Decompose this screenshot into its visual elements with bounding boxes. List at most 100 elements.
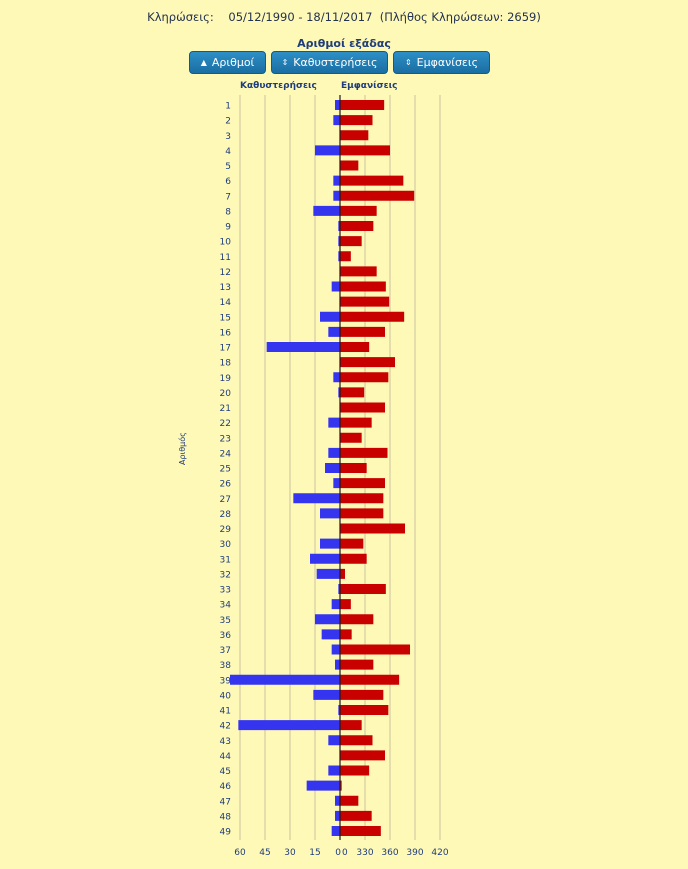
appearance-bar	[340, 780, 342, 791]
delay-bar	[338, 236, 340, 247]
x-tick-label: 390	[406, 848, 423, 858]
x-tick-label: 15	[309, 848, 320, 858]
appearance-bar	[340, 659, 374, 670]
category-label: 38	[220, 661, 232, 671]
category-label: 20	[220, 389, 232, 399]
category-label: 43	[220, 737, 231, 747]
category-label: 13	[220, 283, 231, 293]
appearance-bar	[340, 160, 359, 171]
category-label: 42	[220, 722, 231, 732]
delay-bar	[230, 674, 340, 685]
appearance-bar	[340, 795, 359, 806]
category-label: 29	[220, 525, 232, 535]
x-tick-label: 0	[335, 848, 341, 858]
delay-bar	[315, 614, 340, 625]
delay-bar	[328, 417, 340, 428]
category-label: 24	[220, 449, 232, 459]
appearance-bar	[340, 251, 351, 262]
category-label: 2	[225, 117, 231, 127]
category-label: 10	[220, 238, 232, 248]
category-label: 22	[220, 419, 231, 429]
delay-bar	[320, 311, 340, 322]
x-tick-label: 0	[342, 848, 348, 858]
appearance-bar	[340, 523, 405, 534]
sort-by-delays-button[interactable]: ⇕ Καθυστερήσεις	[271, 51, 388, 74]
appearance-bar	[340, 326, 385, 337]
appearance-bar	[340, 357, 395, 368]
appearance-bar	[340, 190, 415, 201]
appearance-bar	[340, 342, 370, 352]
appearance-bar	[340, 720, 362, 731]
category-label: 11	[220, 253, 231, 263]
category-label: 14	[220, 298, 232, 308]
appearance-bar	[340, 735, 373, 746]
appearances-column-header: Εμφανίσεις	[341, 81, 398, 91]
sort-by-number-label: Αριθμοί	[211, 56, 255, 69]
delay-bar	[266, 342, 340, 352]
draw-period-header: Κληρώσεις: 05/12/1990 - 18/11/2017 (Πλήθ…	[0, 10, 688, 24]
delays-column-header: Καθυστερήσεις	[240, 81, 317, 91]
delay-bar	[238, 720, 340, 731]
delay-bar	[315, 145, 340, 156]
delay-bar	[338, 584, 340, 594]
category-label: 15	[220, 313, 231, 323]
sort-by-appearances-label: Εμφανίσεις	[416, 56, 479, 69]
appearance-bar	[340, 463, 367, 473]
sort-arrows-icon: ⇕	[281, 58, 289, 67]
delay-bar	[333, 190, 340, 201]
appearance-bar	[340, 478, 385, 489]
sort-by-appearances-button[interactable]: ⇕ Εμφανίσεις	[393, 51, 490, 74]
category-label: 16	[220, 328, 232, 338]
draw-period-range: 05/12/1990 - 18/11/2017	[228, 10, 373, 24]
category-label: 39	[220, 676, 232, 686]
category-label: 6	[225, 177, 231, 187]
category-label: 37	[220, 646, 231, 656]
appearance-bar	[340, 281, 386, 292]
delay-bar	[335, 100, 340, 110]
category-label: 4	[225, 147, 231, 157]
category-label: 32	[220, 570, 231, 580]
delay-bar	[328, 735, 340, 746]
appearance-bar	[340, 493, 384, 504]
appearance-bar	[340, 205, 377, 216]
appearance-bar	[340, 130, 369, 141]
appearance-bar	[340, 266, 377, 277]
delay-bar	[321, 629, 340, 640]
category-label: 5	[225, 162, 231, 172]
appearance-bar	[340, 629, 352, 640]
delay-bar	[328, 447, 340, 458]
up-arrow-icon: ▲	[200, 58, 207, 67]
delay-bar	[335, 795, 340, 806]
sort-by-number-button[interactable]: ▲ Αριθμοί	[189, 51, 266, 74]
delay-bar	[333, 115, 340, 126]
category-label: 26	[220, 480, 232, 490]
x-tick-label: 60	[234, 848, 246, 858]
x-tick-label: 330	[356, 848, 373, 858]
delay-bar	[328, 765, 340, 776]
category-label: 21	[220, 404, 231, 414]
category-label: 34	[220, 601, 232, 611]
sort-arrows-icon: ⇕	[404, 58, 412, 67]
delay-bar	[331, 281, 340, 292]
appearance-bar	[340, 508, 384, 519]
delay-bar	[313, 205, 340, 216]
category-label: 28	[220, 510, 232, 520]
delay-bar	[293, 493, 340, 504]
category-label: 12	[220, 268, 231, 278]
category-label: 30	[220, 540, 232, 550]
appearance-bar	[340, 538, 364, 549]
appearance-bar	[340, 584, 386, 594]
category-label: 48	[220, 812, 232, 822]
category-label: 9	[225, 223, 231, 233]
appearance-bar	[340, 402, 385, 413]
delay-bar	[310, 553, 340, 564]
category-label: 18	[220, 359, 232, 369]
appearance-bar	[340, 750, 385, 761]
delay-bar	[325, 463, 340, 473]
delay-bar	[313, 689, 340, 700]
category-label: 25	[220, 465, 231, 475]
category-label: 31	[220, 555, 231, 565]
category-label: 27	[220, 495, 231, 505]
category-label: 3	[225, 132, 231, 142]
